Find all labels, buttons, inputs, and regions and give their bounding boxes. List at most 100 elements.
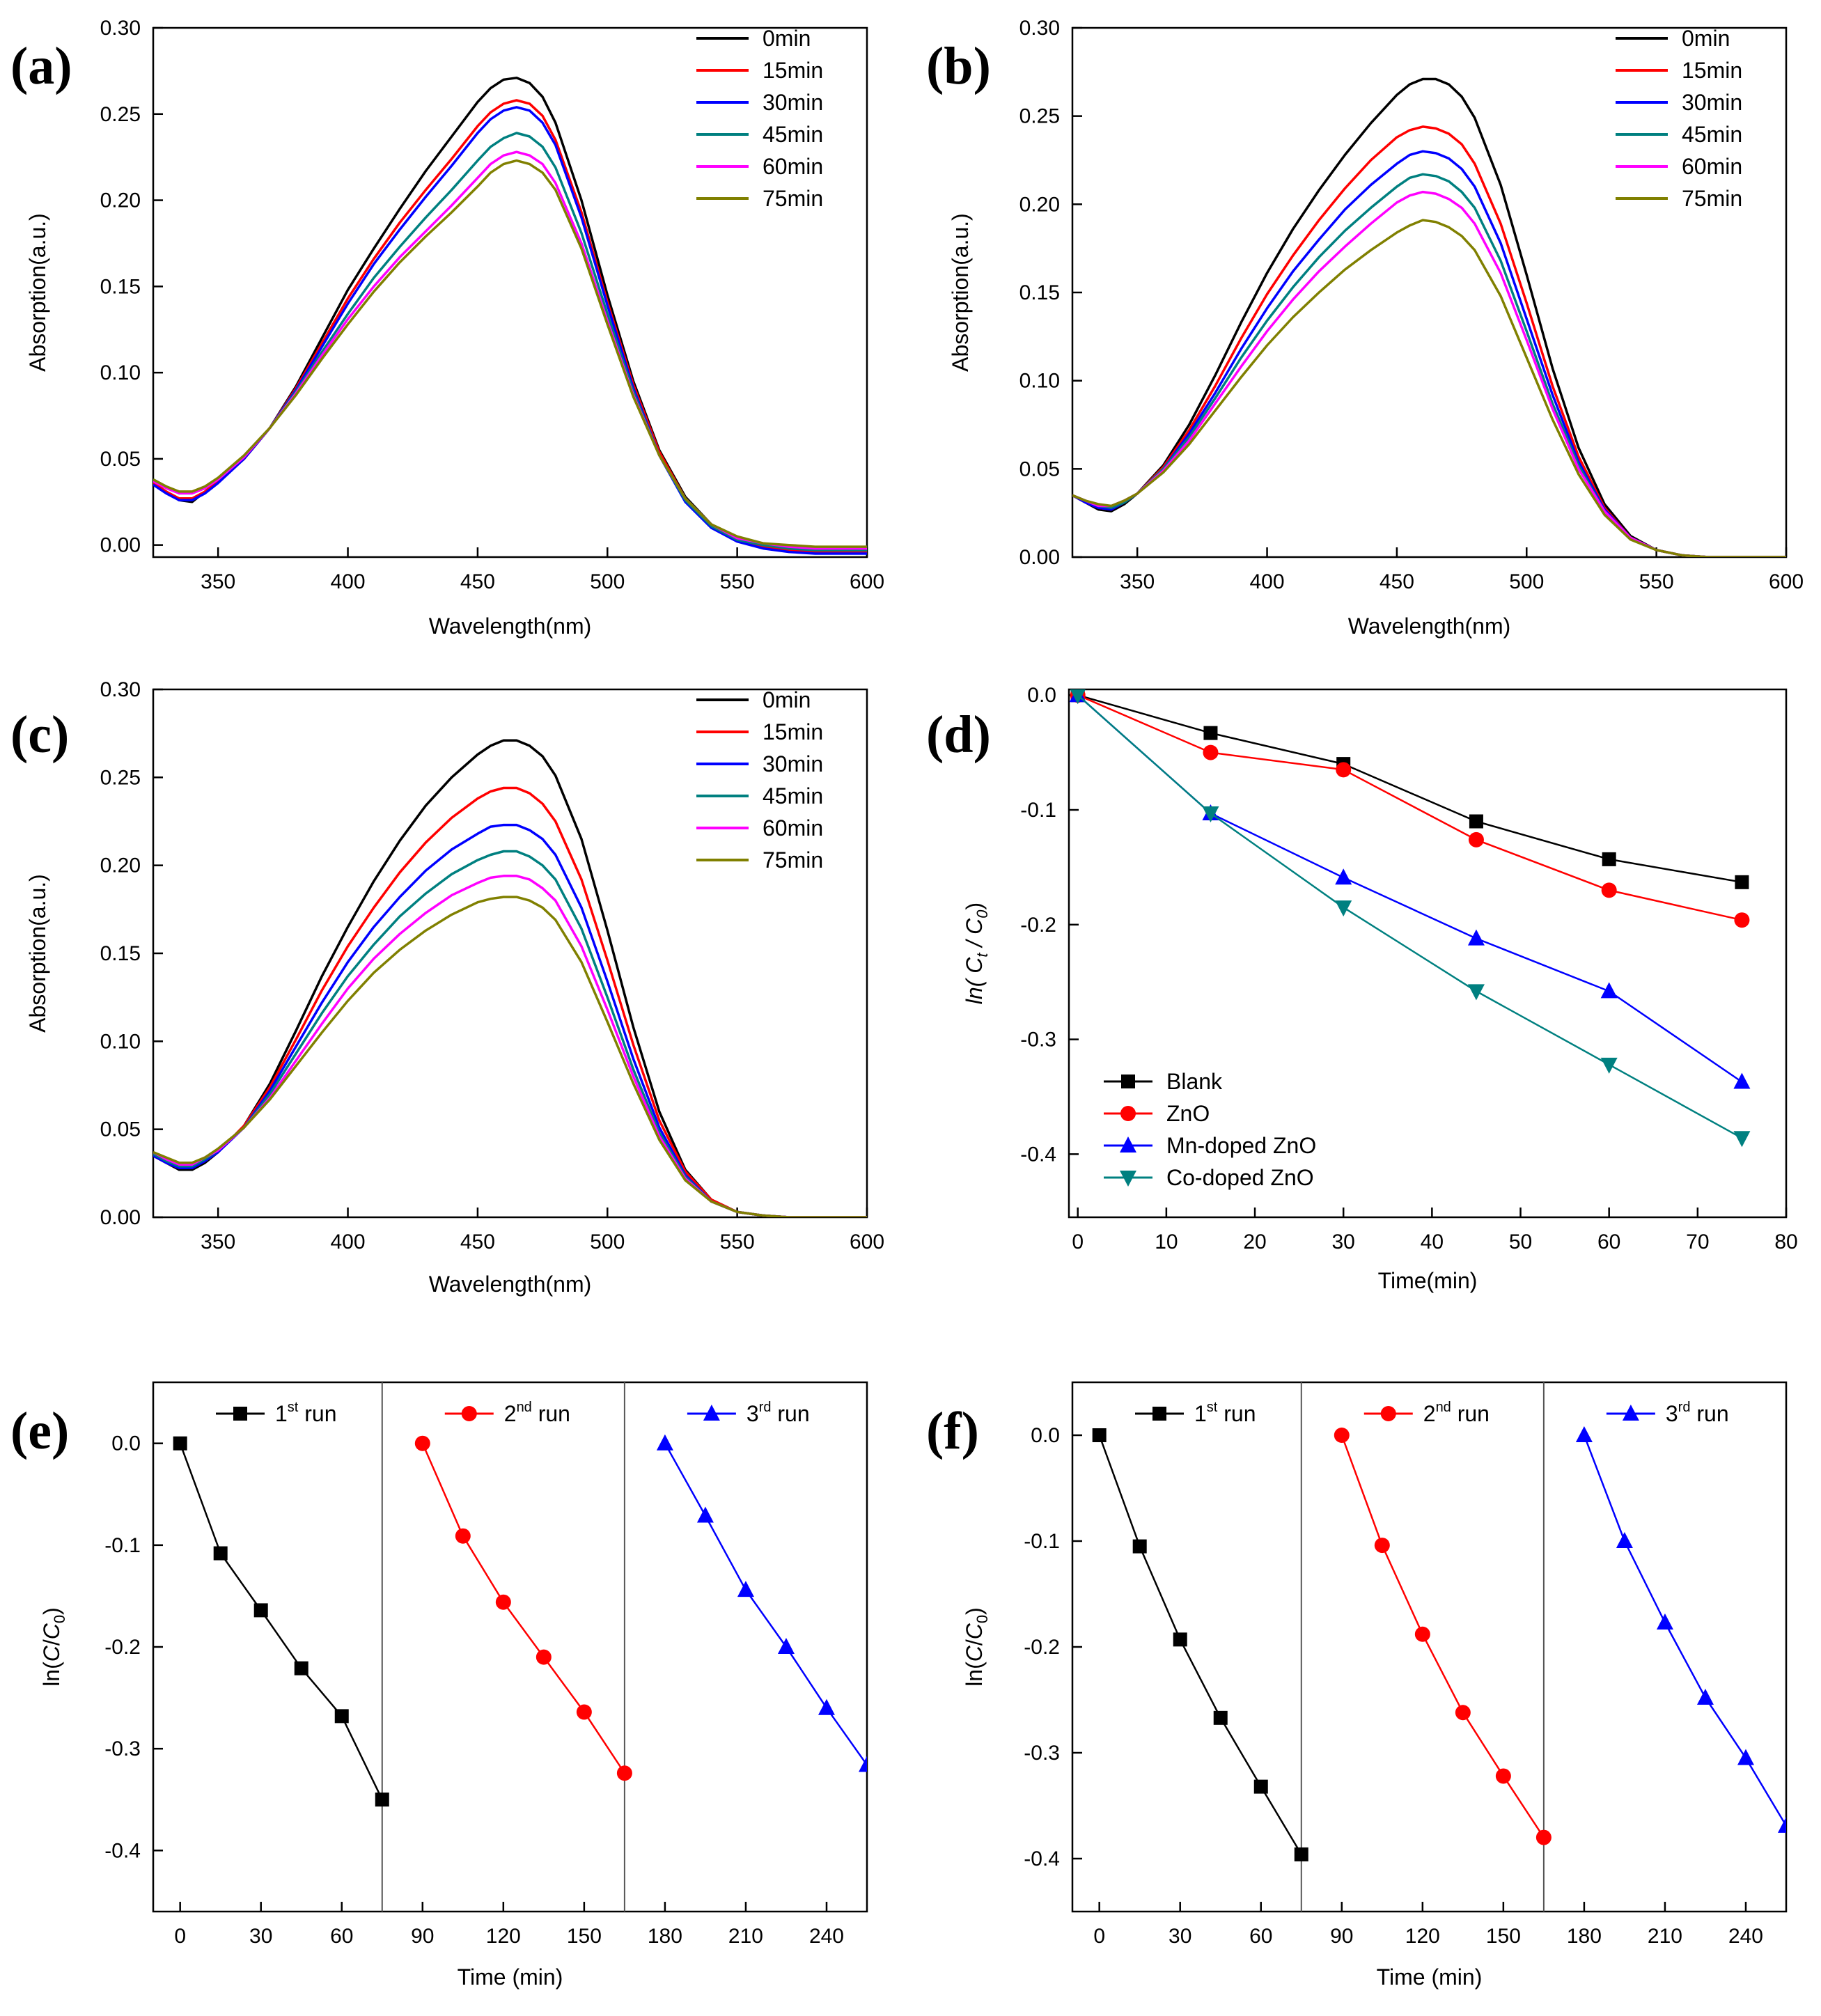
legend-sup: rd — [759, 1400, 772, 1415]
x-tick-label: 60 — [330, 1925, 353, 1948]
data-point — [1734, 912, 1750, 928]
legend-base: 2 — [504, 1401, 517, 1426]
legend-marker — [233, 1407, 247, 1421]
y-tick-label: 0.0 — [111, 1432, 141, 1455]
legend-base: 1 — [275, 1401, 288, 1426]
legend-label: 60min — [1682, 154, 1742, 179]
data-point — [1735, 875, 1749, 889]
y-tick-label: 0.15 — [100, 275, 141, 298]
y-axis-title: ln(C/C0) — [962, 1607, 991, 1687]
series-line-2nd-run — [421, 1443, 625, 1774]
data-point — [737, 1581, 754, 1597]
data-point — [1253, 1779, 1268, 1794]
x-tick-label: 240 — [1728, 1925, 1763, 1948]
legend-label: 0min — [1682, 26, 1730, 51]
data-point — [1696, 1688, 1714, 1705]
y-tick-label: -0.3 — [104, 1737, 141, 1760]
legend-label: 3rd run — [1666, 1400, 1729, 1426]
series-line-0min — [1072, 77, 1786, 557]
data-point — [1203, 726, 1218, 740]
series-line-60min — [1072, 190, 1786, 557]
data-point — [1602, 852, 1616, 866]
x-tick-label: 350 — [201, 1230, 235, 1253]
data-point — [1213, 1710, 1228, 1725]
data-point — [696, 1506, 714, 1523]
y-tick-label: -0.2 — [104, 1636, 141, 1659]
x-tick-label: 180 — [1567, 1925, 1602, 1948]
x-tick-label: 90 — [1330, 1925, 1353, 1948]
x-axis-title: Wavelength(nm) — [1348, 614, 1511, 639]
x-tick-label: 400 — [331, 570, 366, 593]
legend-sup: st — [1207, 1400, 1218, 1415]
y-axis-title: Absorption(a.u.) — [948, 213, 973, 372]
legend-label: Blank — [1166, 1069, 1223, 1094]
legend-label: 0min — [763, 687, 811, 712]
data-point — [1455, 1705, 1471, 1721]
y-axis-title: Absorption(a.u.) — [25, 213, 50, 372]
ylabel-part: / C — [962, 918, 987, 953]
legend-label: 1st run — [275, 1400, 337, 1426]
legend-base: 2 — [1423, 1401, 1436, 1426]
x-tick-label: 150 — [1486, 1925, 1521, 1948]
y-tick-label: -0.4 — [1024, 1847, 1060, 1870]
x-tick-label: 500 — [1509, 570, 1544, 593]
data-point — [173, 1436, 187, 1451]
ylabel-part: C — [962, 1645, 987, 1662]
legend-label: 45min — [1682, 122, 1742, 147]
legend-label: ZnO — [1166, 1101, 1210, 1126]
y-tick-label: -0.4 — [104, 1839, 141, 1862]
data-point — [1495, 1768, 1511, 1784]
x-tick-label: 550 — [1639, 570, 1674, 593]
x-tick-label: 500 — [590, 1230, 625, 1253]
ylabel-part: C — [39, 1623, 64, 1639]
panel-d: (d) 0 10 20 30 40 50 60 70 80 0.0 -0.1 -0.2 -0.3 -0.4 T… — [926, 684, 1798, 1293]
x-tick-label: 120 — [1405, 1925, 1440, 1948]
x-axis-title: Time (min) — [1377, 1964, 1483, 1990]
data-point — [1070, 689, 1086, 705]
legend-label: 30min — [763, 90, 823, 115]
x-tick-label: 600 — [850, 570, 884, 593]
series-line-0min — [153, 739, 867, 1217]
x-tick-label: 550 — [720, 570, 755, 593]
series-line-60min — [153, 150, 867, 550]
data-point — [294, 1661, 308, 1675]
series-line-zno — [1077, 694, 1742, 921]
legend-label: 45min — [763, 783, 823, 808]
legend-label: 1st run — [1194, 1400, 1256, 1426]
data-point — [1468, 831, 1484, 847]
x-axis-title: Wavelength(nm) — [429, 1272, 592, 1297]
x-tick-label: 600 — [850, 1230, 884, 1253]
legend-label: 60min — [763, 815, 823, 841]
data-point — [1335, 868, 1352, 885]
series-group — [1069, 689, 1751, 1148]
y-tick-label: -0.1 — [1024, 1530, 1060, 1553]
ylabel-sub: 0 — [51, 1615, 68, 1623]
series-line-0min — [153, 77, 867, 552]
legend-marker — [1622, 1405, 1639, 1421]
x-tick-label: 70 — [1686, 1230, 1709, 1253]
data-point — [1737, 1749, 1754, 1765]
series-group — [153, 77, 867, 555]
y-tick-label: 0.00 — [1019, 546, 1060, 569]
y-tick-label: 0.15 — [1019, 281, 1060, 304]
y-axis-title: Absorption(a.u.) — [25, 874, 50, 1033]
ylabel-sub: t — [974, 953, 991, 958]
x-tick-label: 80 — [1774, 1230, 1797, 1253]
data-point — [777, 1638, 795, 1654]
data-point — [1467, 929, 1485, 946]
legend-label: 15min — [1682, 58, 1742, 83]
x-tick-label: 50 — [1509, 1230, 1532, 1253]
legend-marker — [1120, 1171, 1136, 1187]
legend-label: 60min — [763, 154, 823, 179]
x-tick-label: 150 — [567, 1925, 602, 1948]
data-point — [1173, 1632, 1187, 1647]
data-point — [818, 1698, 835, 1715]
legend-sup: st — [288, 1400, 299, 1415]
series-line-3rd-run — [664, 1443, 867, 1766]
y-tick-label: 0.25 — [100, 766, 141, 789]
legend-label: 15min — [763, 58, 823, 83]
plot-frame — [152, 688, 868, 1219]
legend-marker — [1120, 1106, 1136, 1121]
data-point — [1335, 900, 1352, 917]
data-point — [1334, 1428, 1350, 1443]
